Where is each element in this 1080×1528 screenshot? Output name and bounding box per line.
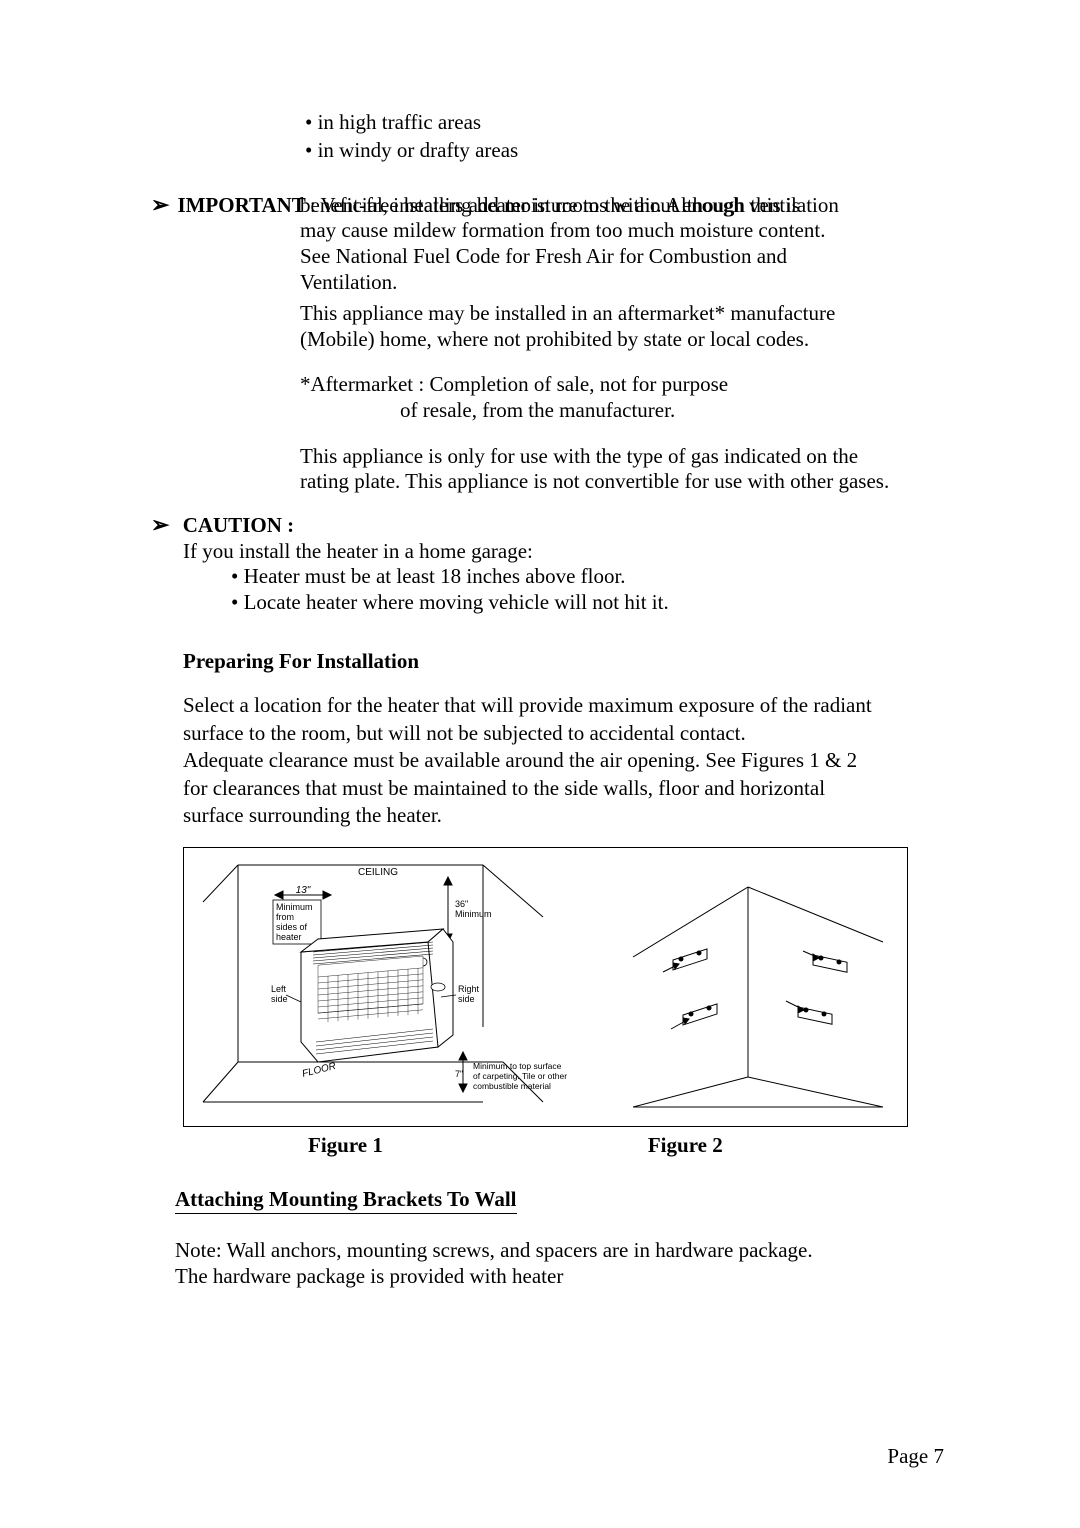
- clearance-diagram: CEILING 13" Minimum from sides of heater…: [183, 847, 908, 1127]
- bullet-item: • in windy or drafty areas: [305, 138, 945, 164]
- svg-text:of carpeting. Tile or other: of carpeting. Tile or other: [473, 1071, 567, 1081]
- attach-note: Note: Wall anchors, mounting screws, and…: [175, 1238, 945, 1289]
- aftermarket-line: *Aftermarket : Completion of sale, not f…: [300, 372, 945, 398]
- preparing-title: Preparing For Installation: [183, 649, 945, 675]
- important-body: beneficial, installing heater in rooms w…: [300, 193, 945, 495]
- svg-text:heater: heater: [276, 932, 302, 942]
- figure-captions: Figure 1 Figure 2: [183, 1133, 945, 1159]
- caution-body: If you install the heater in a home gara…: [183, 539, 945, 616]
- important-line: See National Fuel Code for Fresh Air for…: [300, 244, 945, 270]
- svg-text:Minimum to top surface: Minimum to top surface: [473, 1061, 562, 1071]
- ceiling-label: CEILING: [358, 867, 398, 878]
- svg-text:side: side: [271, 994, 288, 1004]
- thirteen-label: 13": [296, 885, 311, 896]
- caution-section: ➢ CAUTION :: [151, 513, 945, 539]
- important-para4-line: rating plate. This appliance is not conv…: [300, 469, 945, 495]
- important-para4-line: This appliance is only for use with the …: [300, 444, 945, 470]
- important-line: Ventilation.: [300, 270, 945, 296]
- figure2-caption: Figure 2: [648, 1133, 723, 1159]
- caution-label: CAUTION :: [183, 513, 294, 537]
- caution-intro: If you install the heater in a home gara…: [183, 539, 945, 565]
- svg-text:7": 7": [455, 1069, 463, 1079]
- figures: CEILING 13" Minimum from sides of heater…: [183, 847, 945, 1127]
- aftermarket-line: of resale, from the manufacturer.: [400, 398, 945, 424]
- svg-text:sides of: sides of: [276, 922, 308, 932]
- svg-text:from: from: [276, 912, 294, 922]
- arrow-icon: ➢: [151, 193, 169, 217]
- arrow-icon: ➢: [151, 512, 169, 537]
- prep-line: surface to the room, but will not be sub…: [183, 721, 945, 747]
- min-from-line: Minimum: [276, 902, 313, 912]
- svg-text:combustible material: combustible material: [473, 1081, 551, 1091]
- svg-text:side: side: [458, 994, 475, 1004]
- important-para2-line: This appliance may be installed in an af…: [300, 301, 945, 327]
- prep-line: for clearances that must be maintained t…: [183, 776, 945, 802]
- document-page: • in high traffic areas • in windy or dr…: [0, 0, 1080, 1528]
- important-label: IMPORTANT: [177, 193, 305, 217]
- svg-text:Left: Left: [271, 984, 287, 994]
- figure1-caption: Figure 1: [308, 1133, 383, 1159]
- prep-line: surface surrounding the heater.: [183, 803, 945, 829]
- svg-text:36": 36": [455, 899, 468, 909]
- bullet-item: • in high traffic areas: [305, 110, 945, 136]
- important-line: may cause mildew formation from too much…: [300, 218, 945, 244]
- svg-text:Minimum: Minimum: [455, 909, 492, 919]
- prep-line: Adequate clearance must be available aro…: [183, 748, 945, 774]
- svg-text:Right: Right: [458, 984, 480, 994]
- attaching-title: Attaching Mounting Brackets To Wall: [175, 1187, 517, 1215]
- important-para2-line: (Mobile) home, where not prohibited by s…: [300, 327, 945, 353]
- note-line: The hardware package is provided with he…: [175, 1264, 945, 1290]
- note-line: Note: Wall anchors, mounting screws, and…: [175, 1238, 945, 1264]
- caution-bullet: • Heater must be at least 18 inches abov…: [231, 564, 945, 590]
- top-bullet-list: • in high traffic areas • in windy or dr…: [305, 110, 945, 163]
- page-number: Page 7: [887, 1444, 944, 1470]
- caution-bullet: • Locate heater where moving vehicle wil…: [231, 590, 945, 616]
- prep-line: Select a location for the heater that wi…: [183, 693, 945, 719]
